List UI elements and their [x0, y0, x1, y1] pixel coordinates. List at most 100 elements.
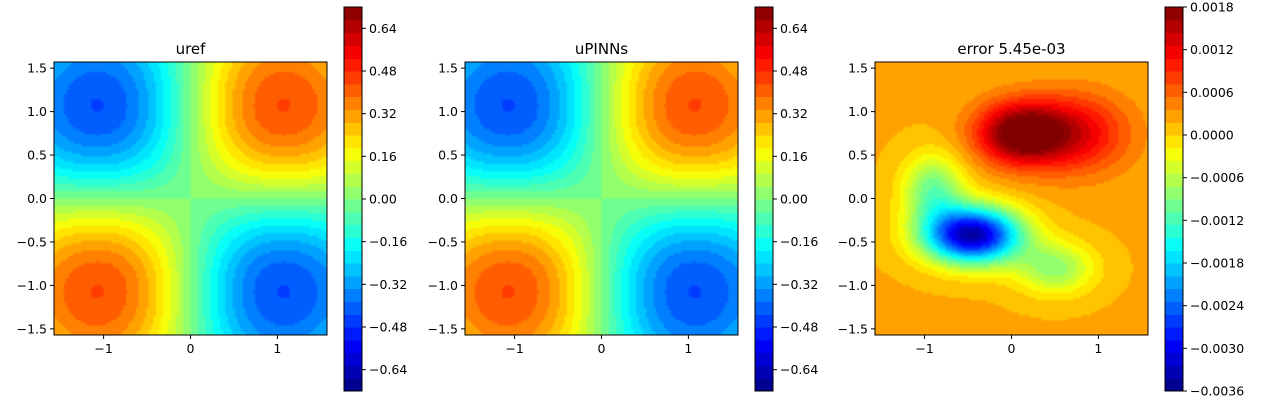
colorbar-band: [344, 45, 362, 59]
colorbar-tick-label: 0.0006: [1190, 85, 1234, 100]
y-tick-label: −1.5: [428, 321, 458, 336]
colorbar-band: [344, 263, 362, 277]
colorbar-tick-label: 0.32: [780, 106, 808, 121]
colorbar-band: [755, 83, 773, 98]
x-tick-label: 0: [598, 341, 606, 356]
colorbar-tick-label: −0.64: [369, 362, 407, 377]
colorbar-band: [1165, 211, 1183, 226]
colorbar-tick-label: −0.0018: [1190, 256, 1244, 271]
colorbar-tick-label: 0.48: [780, 64, 808, 79]
colorbar-band: [1165, 135, 1183, 149]
colorbar-band: [1165, 45, 1183, 59]
colorbar-band: [755, 288, 773, 302]
colorbar-band: [755, 19, 773, 34]
subplot-2: uPINNs−1 0 1−1.5−1.0−0.50.00.51.01.5−0.64−…: [428, 6, 818, 392]
x-tick-label: 1: [1094, 341, 1102, 356]
y-tick-label: −1.0: [17, 278, 47, 293]
colorbar-band: [1165, 378, 1183, 392]
y-tick-label: 1.5: [27, 61, 47, 76]
colorbar-tick-label: 0.64: [369, 21, 397, 36]
colorbar-band: [344, 173, 362, 187]
colorbar-band: [1165, 160, 1183, 174]
x-tick-label: −1: [915, 341, 933, 356]
colorbar-band: [755, 96, 773, 110]
colorbar-band: [755, 109, 773, 123]
x-tick-label: 1: [273, 341, 281, 356]
y-tick-label: −1.5: [17, 321, 47, 336]
colorbar-tick-label: −0.48: [780, 320, 818, 335]
colorbar-band: [344, 378, 362, 392]
colorbar-band: [755, 71, 773, 85]
colorbar-band: [344, 199, 362, 213]
colorbar-band: [755, 250, 773, 264]
colorbar-band: [1165, 339, 1183, 354]
colorbar-band: [755, 135, 773, 149]
colorbar-band: [755, 186, 773, 200]
colorbar-band: [1165, 327, 1183, 341]
colorbar-band: [344, 327, 362, 341]
colorbar-tick-label: 0.0018: [1190, 0, 1234, 15]
colorbar-tick-label: −0.16: [369, 234, 407, 249]
y-tick-label: −0.5: [17, 234, 47, 249]
subplot-title: uPINNs: [575, 40, 628, 58]
colorbar-tick-label: 0.64: [780, 21, 808, 36]
colorbar-band: [1165, 263, 1183, 277]
colorbar-tick-label: −0.64: [780, 362, 818, 377]
colorbar-tick-label: −0.0006: [1190, 170, 1244, 185]
colorbar-band: [344, 83, 362, 98]
colorbar-tick-label: −0.0024: [1190, 298, 1244, 313]
colorbar-band: [755, 301, 773, 315]
colorbar-band: [755, 314, 773, 328]
colorbar-tick-label: −0.0012: [1190, 213, 1244, 228]
colorbar-band: [344, 339, 362, 354]
colorbar-band: [755, 58, 773, 72]
x-tick-label: −1: [94, 341, 112, 356]
colorbar-frame: [1164, 6, 1184, 392]
subplot-title: uref: [176, 40, 207, 58]
colorbar-band: [755, 199, 773, 213]
y-tick-label: 1.0: [438, 104, 458, 119]
colorbar-band: [1165, 199, 1183, 213]
subplot-3: error 5.45e-03 −1 0 1 −1.5 −1.0 −0.5 0.0 0.5 1.0 1…: [838, 0, 1245, 399]
colorbar-band: [1165, 32, 1183, 46]
colorbar-band: [1165, 147, 1183, 162]
colorbar-band: [344, 237, 362, 251]
colorbar-band: [344, 224, 362, 238]
heatmap-field: [54, 62, 327, 335]
colorbar-band: [344, 19, 362, 34]
colorbar: −0.64 −0.48 −0.32 −0.16 0.00 0.16 0.32 0.48 0.64: [343, 6, 407, 392]
y-tick-label: 0.5: [438, 148, 458, 163]
colorbar-band: [755, 275, 773, 290]
y-tick-label: 1.0: [848, 104, 868, 119]
x-tick-label: −1: [505, 341, 523, 356]
colorbar-tick-label: 0.00: [780, 192, 808, 207]
y-tick-label: −0.5: [838, 234, 868, 249]
colorbar-tick-label: 0.16: [780, 149, 808, 164]
colorbar-band: [755, 263, 773, 277]
colorbar-band: [1165, 301, 1183, 315]
colorbar-tick-label: −0.16: [780, 234, 818, 249]
colorbar-band: [1165, 275, 1183, 290]
colorbar-band: [344, 96, 362, 110]
colorbar-band: [755, 45, 773, 59]
colorbar-band: [344, 122, 362, 136]
colorbar-band: [755, 327, 773, 341]
x-tick-label: 0: [187, 341, 195, 356]
colorbar-band: [1165, 352, 1183, 366]
y-tick-label: 0.5: [848, 148, 868, 163]
colorbar-tick-label: 0.00: [369, 192, 397, 207]
colorbar-band: [1165, 173, 1183, 187]
colorbar-band: [344, 275, 362, 290]
colorbar-tick-label: 0.0012: [1190, 42, 1234, 57]
colorbar-band: [344, 288, 362, 302]
colorbar-band: [1165, 122, 1183, 136]
y-tick-label: −1.0: [838, 278, 868, 293]
colorbar-band: [755, 122, 773, 136]
colorbar: −0.0036 −0.0030 −0.0024 −0.0018 −0.0012 −0.00…: [1164, 0, 1244, 399]
y-tick-label: −1.5: [838, 321, 868, 336]
colorbar-band: [344, 7, 362, 21]
colorbar-band: [1165, 83, 1183, 98]
colorbar-band: [1165, 58, 1183, 72]
colorbar-band: [344, 135, 362, 149]
colorbar-band: [755, 365, 773, 379]
